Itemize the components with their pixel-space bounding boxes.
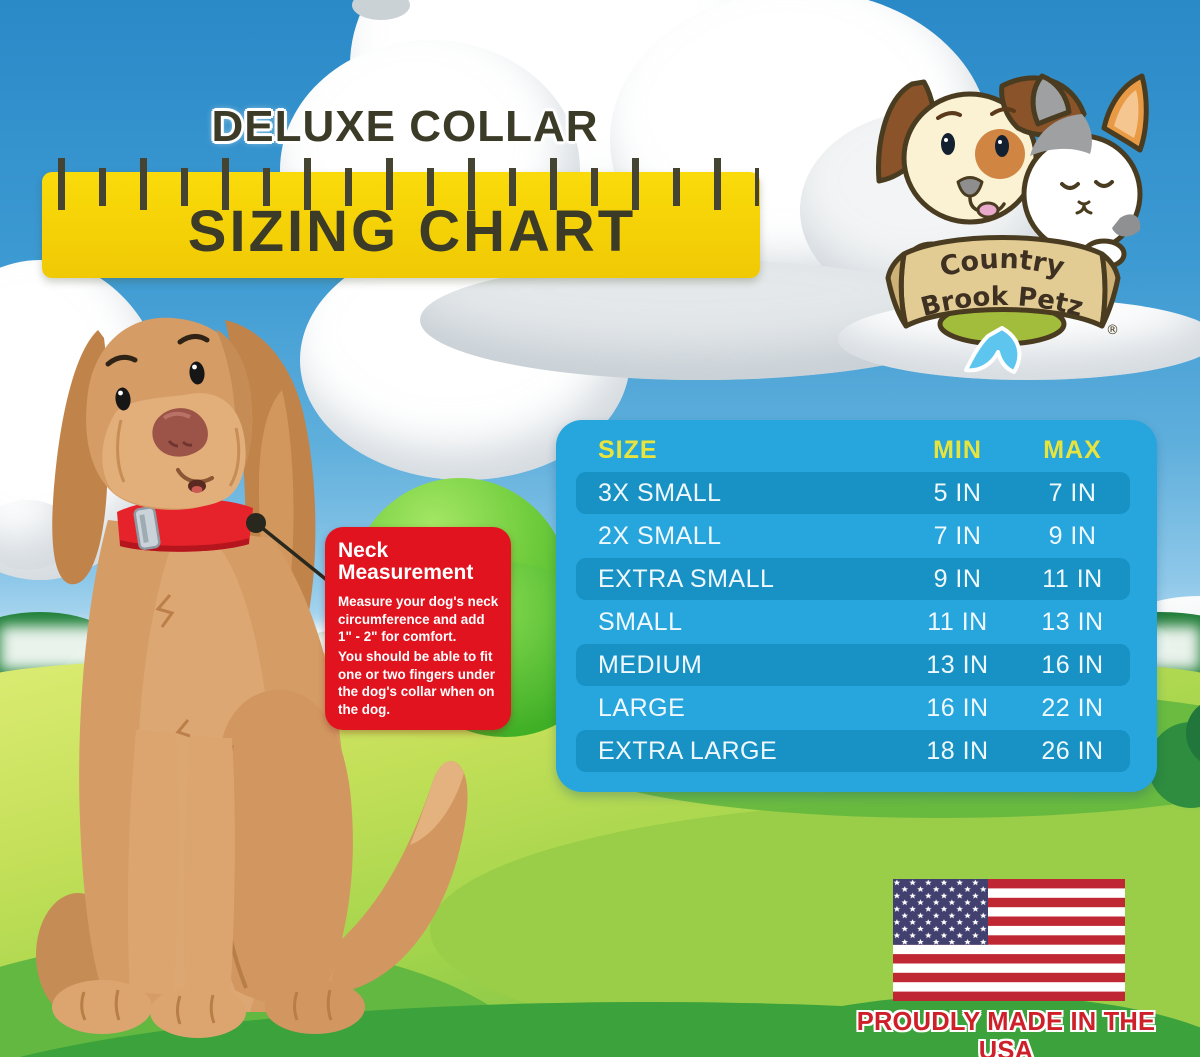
muzzle-creases	[116, 419, 241, 487]
logo-cat-mouth	[1075, 200, 1093, 215]
table-row: EXTRA SMALL 9 IN 11 IN	[576, 558, 1130, 600]
max-cell: 22 IN	[1041, 693, 1104, 722]
table-row: LARGE 16 IN 22 IN	[576, 687, 1130, 729]
size-cell: 3X SMALL	[598, 478, 722, 507]
logo-cat-patch	[1030, 114, 1092, 156]
flag-stripes	[893, 879, 1125, 1001]
made-in-usa-text: PROUDLY MADE IN THE USA	[856, 1008, 1156, 1057]
paw-toes	[80, 989, 333, 1025]
column-header-max: MAX	[1043, 435, 1102, 464]
size-table: SIZE MIN MAX 3X SMALL 5 IN 7 IN 2X SMALL…	[556, 420, 1157, 792]
tongue	[191, 486, 203, 493]
column-header-min: MIN	[933, 435, 982, 464]
min-cell: 5 IN	[933, 478, 982, 507]
min-cell: 7 IN	[933, 521, 982, 550]
size-cell: 2X SMALL	[598, 521, 722, 550]
table-row: EXTRA LARGE 18 IN 26 IN	[576, 730, 1130, 772]
neck-measurement-callout: Neck Measurement Measure your dog's neck…	[325, 527, 511, 730]
table-row: 3X SMALL 5 IN 7 IN	[576, 472, 1130, 514]
eye-glint	[998, 140, 1002, 144]
registered-trademark: ®	[1106, 323, 1119, 338]
callout-line	[254, 521, 335, 587]
dog-paw	[52, 980, 152, 1034]
callout-text-1: Measure your dog's neck circumference an…	[338, 594, 499, 644]
cloud	[352, 0, 410, 20]
max-cell: 11 IN	[1042, 564, 1103, 593]
min-cell: 13 IN	[926, 650, 989, 679]
min-cell: 9 IN	[933, 564, 982, 593]
logo-cat-ear-inner	[1114, 90, 1139, 138]
collar-ring	[133, 506, 161, 551]
logo-banner-fold	[885, 251, 909, 329]
nostrils	[167, 440, 193, 448]
size-cell: SMALL	[598, 607, 683, 636]
min-cell: 18 IN	[926, 736, 989, 765]
dog-tail-tip	[410, 761, 464, 845]
min-cell: 16 IN	[926, 693, 989, 722]
callout-dot	[246, 513, 266, 533]
eyebrow-right	[177, 334, 210, 345]
dog-nose	[152, 408, 208, 457]
table-row: 2X SMALL 7 IN 9 IN	[576, 515, 1130, 557]
callout-connector	[246, 513, 335, 587]
logo-dog-eyebrows	[936, 107, 1016, 120]
max-cell: 16 IN	[1041, 650, 1104, 679]
logo-cat-eyes-closed	[1060, 180, 1114, 190]
eyebrow-left	[105, 354, 138, 367]
size-cell: EXTRA SMALL	[598, 564, 775, 593]
logo-banner-fold	[1099, 251, 1121, 329]
logo-dog-eye	[995, 135, 1009, 157]
column-header-size: SIZE	[598, 435, 658, 464]
table-header-row: SIZE MIN MAX	[556, 428, 1157, 472]
logo-dog-tongue	[976, 201, 1000, 219]
dog-haunch	[207, 689, 353, 1005]
callout-title: Neck Measurement	[338, 539, 474, 585]
dog-paw	[150, 986, 246, 1038]
logo-water-splash	[964, 326, 1022, 374]
fur-tufts	[155, 594, 191, 738]
product-line-title: DELUXE COLLAR	[211, 102, 599, 151]
ruler-ticks-short	[99, 168, 759, 206]
table-row: MEDIUM 13 IN 16 IN	[576, 644, 1130, 686]
dog-front-leg-left	[128, 730, 179, 995]
min-cell: 11 IN	[927, 607, 988, 636]
eye-glint	[118, 390, 123, 396]
logo-cat-cheek-patch	[1112, 214, 1141, 237]
max-cell: 9 IN	[1048, 521, 1097, 550]
max-cell: 7 IN	[1048, 478, 1097, 507]
brand-logo: Country Brook Petz ®	[876, 73, 1149, 374]
dog-front-leg-right	[183, 736, 235, 999]
eye-glint	[944, 138, 948, 142]
table-row: SMALL 11 IN 13 IN	[576, 601, 1130, 643]
size-cell: LARGE	[598, 693, 686, 722]
page-title: SIZING CHART	[187, 199, 637, 264]
max-cell: 26 IN	[1041, 736, 1104, 765]
size-cell: MEDIUM	[598, 650, 703, 679]
flag-stars	[893, 879, 988, 945]
usa-flag-icon	[893, 879, 1125, 1001]
eye-glint	[192, 364, 197, 370]
logo-cat-ear-left	[1030, 73, 1072, 127]
callout-text-2: You should be able to fit one or two fin…	[338, 649, 495, 717]
dog-paw	[265, 980, 365, 1034]
max-cell: 13 IN	[1041, 607, 1104, 636]
logo-dog-nose	[956, 176, 984, 198]
nose-shine	[162, 411, 191, 420]
ruler-banner: SIZING CHART	[42, 158, 760, 278]
size-cell: EXTRA LARGE	[598, 736, 778, 765]
dog-illustration	[36, 317, 468, 1038]
logo-dog-eye	[941, 133, 955, 155]
